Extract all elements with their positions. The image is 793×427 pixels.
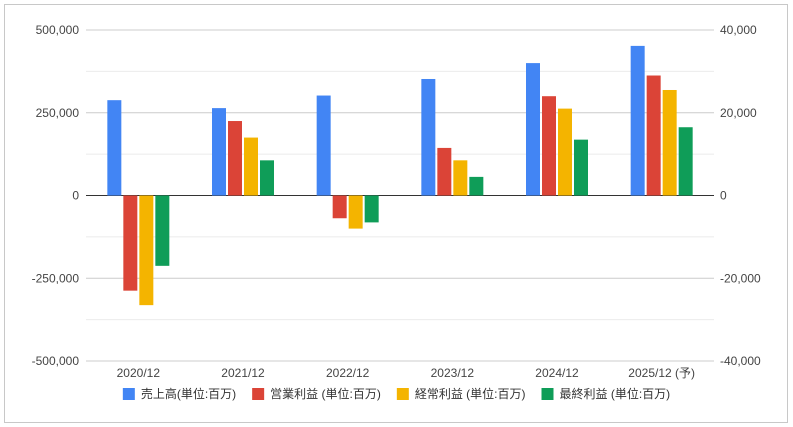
bar [469,176,484,196]
legend-swatch [541,388,554,400]
bar [107,100,122,196]
x-axis-tick-label: 2023/12 [431,366,475,380]
bar [139,195,154,306]
bar [526,63,540,196]
x-axis-tick-label: 2020/12 [117,366,161,380]
legend-label: 営業利益 (単位:百万) [270,386,381,401]
left-axis-tick-label: -250,000 [32,271,80,285]
bar [244,137,258,196]
bar [630,45,645,196]
left-axis-tick-label: 0 [72,189,79,203]
right-axis-tick-label: 40,000 [720,23,757,37]
bar [228,121,242,196]
x-axis-tick-label: 2025/12 (予) [628,366,695,380]
legend-swatch [396,388,409,400]
bar [332,195,347,219]
bar [678,127,693,196]
bar [316,95,331,196]
bar [542,96,556,196]
right-axis-tick-label: -40,000 [720,354,761,368]
bar [348,195,363,229]
legend-label: 売上高(単位:百万) [141,386,236,401]
bar [123,195,138,291]
left-axis-tick-label: 500,000 [36,23,80,37]
bar [437,147,452,196]
bar [453,160,468,196]
legend-swatch [252,388,265,400]
bar [260,160,274,196]
legend-label: 最終利益 (単位:百万) [560,386,671,401]
legend-swatch [122,388,135,400]
left-axis-tick-label: -500,000 [32,354,80,368]
right-axis-tick-label: 20,000 [720,106,757,120]
bar [574,139,588,196]
bar [155,195,170,266]
left-axis-tick-label: 250,000 [36,106,80,120]
bar [421,78,436,196]
bar [212,108,226,196]
right-axis-tick-label: 0 [720,189,727,203]
x-axis-tick-label: 2024/12 [535,366,579,380]
bar [662,89,677,196]
x-axis-tick-label: 2021/12 [221,366,265,380]
bar [558,108,572,196]
legend-label: 経常利益 (単位:百万) [415,386,526,401]
x-axis-tick-label: 2022/12 [326,366,370,380]
bar [364,195,379,223]
bar [646,75,661,196]
right-axis-tick-label: -20,000 [720,271,761,285]
